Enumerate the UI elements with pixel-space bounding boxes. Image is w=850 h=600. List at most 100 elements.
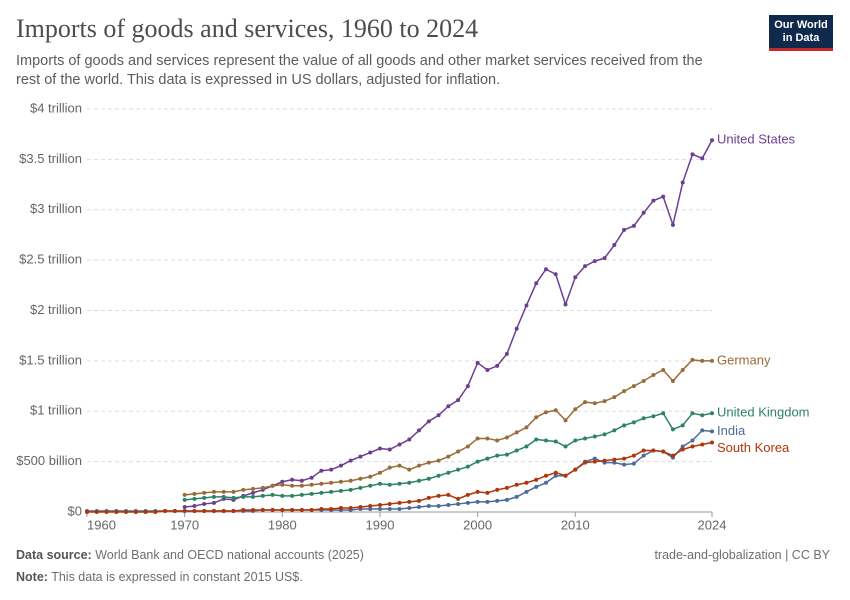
data-point <box>338 463 343 468</box>
data-point <box>661 411 666 416</box>
data-point <box>700 428 705 433</box>
data-point <box>524 489 529 494</box>
y-tick-label: $2 trillion <box>30 302 82 317</box>
data-point <box>153 510 158 514</box>
data-point <box>446 470 451 475</box>
data-point <box>534 281 539 286</box>
data-point <box>495 453 500 458</box>
data-point <box>622 456 627 461</box>
data-point <box>192 491 197 496</box>
data-point <box>680 367 685 372</box>
data-point <box>397 500 402 505</box>
data-point <box>299 483 304 488</box>
data-point <box>563 418 568 423</box>
data-point <box>456 449 461 454</box>
data-point <box>524 444 529 449</box>
data-point <box>407 505 412 510</box>
data-point <box>690 438 695 443</box>
data-point <box>573 467 578 472</box>
x-tick-label: 2010 <box>561 517 590 532</box>
data-point <box>710 358 714 363</box>
data-point <box>329 467 334 472</box>
data-point <box>417 463 422 468</box>
data-point <box>495 498 500 503</box>
license[interactable]: trade-and-globalization | CC BY <box>654 548 830 562</box>
data-point <box>387 482 392 487</box>
logo[interactable]: Our World in Data <box>769 15 833 51</box>
y-tick-label: $1.5 trillion <box>19 352 82 367</box>
data-point <box>417 498 422 503</box>
data-point <box>319 506 324 511</box>
x-tick-label: 1960 <box>87 517 116 532</box>
data-point <box>465 492 470 497</box>
x-tick-label: 1980 <box>268 517 297 532</box>
data-point <box>426 495 431 500</box>
data-point <box>573 407 578 412</box>
data-point <box>446 502 451 507</box>
data-point <box>104 510 109 514</box>
data-point <box>485 499 490 504</box>
data-point <box>631 420 636 425</box>
series-line <box>87 429 713 512</box>
data-point <box>456 496 461 501</box>
data-point <box>387 501 392 506</box>
series-label: Germany <box>717 352 771 367</box>
y-tick-label: $3.5 trillion <box>19 151 82 166</box>
data-point <box>651 448 656 453</box>
y-tick-label: $500 billion <box>16 453 82 468</box>
data-point <box>504 351 509 356</box>
data-point <box>622 462 627 467</box>
data-point <box>329 489 334 494</box>
data-point <box>221 489 226 494</box>
data-point <box>465 500 470 505</box>
data-point <box>485 367 490 372</box>
data-point <box>309 482 314 487</box>
data-point <box>280 507 285 512</box>
data-point <box>641 416 646 421</box>
data-point <box>573 438 578 443</box>
data-point <box>543 473 548 478</box>
series-label: India <box>717 423 746 438</box>
data-point <box>368 503 373 508</box>
data-point <box>583 460 588 465</box>
data-point <box>543 480 548 485</box>
data-point <box>436 458 441 463</box>
data-point <box>280 482 285 487</box>
data-point <box>700 413 705 418</box>
data-point <box>690 444 695 449</box>
data-point <box>543 267 548 272</box>
data-point <box>612 395 617 400</box>
data-point <box>710 440 714 445</box>
y-tick-label: $2.5 trillion <box>19 252 82 267</box>
data-point <box>504 485 509 490</box>
data-point <box>417 504 422 509</box>
data-point <box>358 454 363 459</box>
data-point <box>407 499 412 504</box>
data-point <box>514 326 519 331</box>
data-point <box>602 256 607 261</box>
data-point <box>114 510 119 514</box>
data-point <box>211 508 216 513</box>
data-point <box>495 363 500 368</box>
data-point <box>446 404 451 409</box>
data-point <box>534 437 539 442</box>
data-point <box>700 156 705 161</box>
data-point <box>670 453 675 458</box>
data-point <box>543 438 548 443</box>
data-point <box>221 508 226 513</box>
data-point <box>368 483 373 488</box>
note: Note: This data is expressed in constant… <box>16 570 303 584</box>
data-point <box>465 464 470 469</box>
data-point <box>651 414 656 419</box>
x-tick-label: 1990 <box>366 517 395 532</box>
data-point <box>407 437 412 442</box>
data-point <box>436 473 441 478</box>
data-point <box>465 384 470 389</box>
data-point <box>514 482 519 487</box>
logo-line: in Data <box>782 32 820 44</box>
data-point <box>202 490 207 495</box>
data-point <box>563 473 568 478</box>
data-point <box>436 413 441 418</box>
data-point <box>182 497 187 502</box>
data-point <box>309 475 314 480</box>
